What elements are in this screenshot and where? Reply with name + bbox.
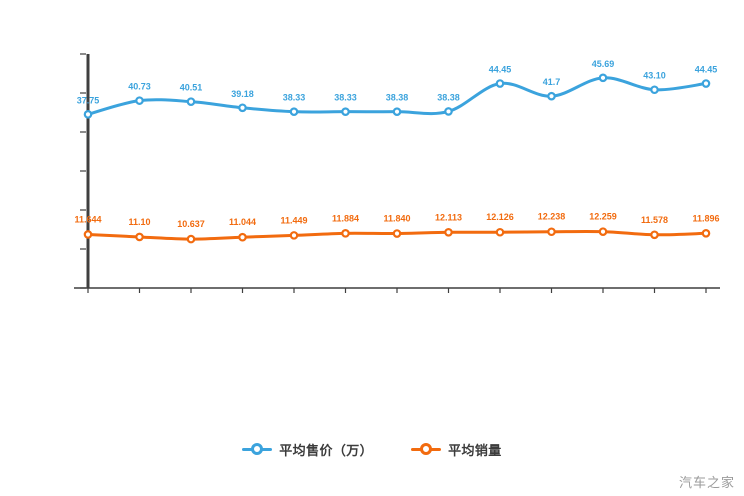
data-point[interactable] (83, 230, 93, 239)
data-point[interactable] (547, 91, 556, 101)
data-point[interactable] (392, 107, 402, 116)
legend-item-series-blue[interactable]: 平均售价（万） (242, 440, 373, 459)
data-point[interactable] (495, 79, 505, 88)
data-point[interactable] (341, 107, 350, 116)
chart-line-orange (83, 227, 711, 244)
data-label: 39.18 (231, 89, 254, 99)
data-point[interactable] (83, 110, 93, 119)
data-point[interactable] (547, 227, 556, 237)
data-label: 44.45 (695, 65, 718, 75)
data-point[interactable] (135, 232, 144, 242)
data-label: 40.51 (180, 83, 203, 93)
data-point[interactable] (444, 107, 453, 116)
data-point[interactable] (289, 107, 299, 116)
data-label: 12.126 (486, 212, 514, 222)
data-point[interactable] (598, 227, 608, 236)
legend-label-blue: 平均售价（万） (279, 442, 374, 458)
data-label: 44.45 (489, 65, 512, 75)
data-label: 38.33 (334, 93, 357, 103)
data-point[interactable] (701, 229, 711, 238)
data-label: 43.10 (643, 71, 666, 81)
data-label: 40.73 (128, 82, 151, 92)
legend-label-orange: 平均销量 (448, 442, 502, 458)
legend-swatch-orange-icon (411, 443, 442, 455)
data-label: 12.259 (589, 212, 617, 222)
legend-item-series-orange[interactable]: 平均销量 (411, 440, 502, 459)
data-label: 45.69 (592, 59, 615, 69)
chart-data-labels: 37.75 40.73 40.51 39.18 38.33 38.33 38.38 38.38… (74, 59, 719, 229)
data-label: 11.578 (641, 215, 668, 225)
data-label: 11.044 (229, 217, 256, 227)
data-label: 11.644 (74, 214, 101, 224)
data-label: 11.449 (280, 215, 307, 225)
data-point[interactable] (289, 231, 299, 240)
data-point[interactable] (238, 232, 247, 242)
data-point[interactable] (238, 103, 247, 113)
chart-line-blue (83, 73, 711, 119)
chart-axes (74, 53, 720, 293)
data-label: 11.10 (128, 217, 150, 227)
data-point[interactable] (135, 96, 144, 105)
data-label: 12.238 (538, 212, 566, 222)
legend-swatch-blue-icon (242, 443, 273, 455)
data-point[interactable] (598, 73, 608, 83)
data-point[interactable] (392, 229, 402, 238)
watermark-autohome: 汽车之家 (678, 476, 735, 491)
data-label: 41.7 (543, 77, 561, 87)
chart-legend: 平均售价（万） 平均销量 (0, 435, 744, 463)
chart-series-layer (83, 73, 711, 244)
data-point[interactable] (650, 85, 659, 95)
data-label: 37.75 (77, 95, 100, 105)
data-point[interactable] (444, 227, 453, 237)
data-point[interactable] (650, 230, 659, 240)
data-label: 38.38 (386, 93, 409, 103)
data-label: 38.33 (283, 93, 306, 103)
data-point[interactable] (341, 229, 350, 238)
data-point[interactable] (495, 227, 505, 237)
data-label: 11.896 (692, 213, 719, 223)
data-point[interactable] (186, 234, 196, 244)
data-label: 12.113 (435, 212, 462, 222)
data-label: 10.637 (177, 219, 205, 229)
data-label: 38.38 (437, 92, 460, 102)
data-point[interactable] (186, 97, 196, 106)
data-point[interactable] (701, 79, 711, 88)
data-label: 11.884 (332, 213, 359, 223)
data-label: 11.840 (383, 214, 410, 224)
